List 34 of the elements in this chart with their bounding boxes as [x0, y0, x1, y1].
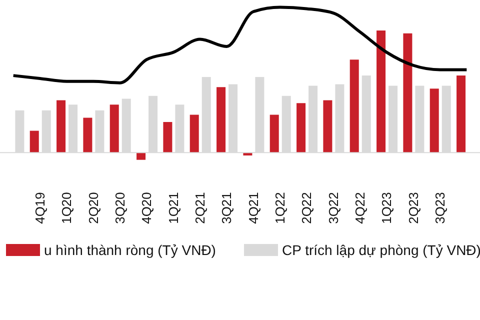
x-tick-label: 3Q22: [326, 192, 341, 224]
x-tick-label: 1Q20: [59, 192, 74, 224]
x-tick-label: 4Q19: [32, 192, 48, 224]
bar: [403, 33, 412, 153]
bar: [216, 87, 226, 153]
bar: [163, 122, 172, 153]
x-tick-label: 2Q21: [192, 192, 208, 224]
x-tick-label: 3Q20: [112, 192, 128, 224]
bar: [430, 88, 439, 153]
x-tick-label: 2Q23: [406, 192, 421, 224]
x-tick-label: 1Q22: [272, 192, 288, 224]
bar: [376, 30, 386, 153]
bar: [56, 100, 66, 153]
bar: [110, 104, 119, 153]
x-tick-label: 4Q22: [352, 192, 368, 224]
x-tick-label: 3Q23: [432, 192, 448, 224]
x-tick-label: 4Q21: [246, 192, 261, 224]
bar: [296, 103, 306, 153]
x-tick-label: 4Q20: [139, 192, 154, 224]
legend-label: u hình thành ròng (Tỷ VNĐ): [44, 242, 216, 258]
bar: [83, 118, 92, 153]
bar: [190, 114, 199, 153]
bar: [456, 76, 466, 153]
bar: [136, 152, 146, 160]
bar: [30, 130, 39, 153]
x-tick-label: 1Q23: [379, 192, 394, 224]
x-tick-label: 1Q21: [166, 192, 181, 224]
legend-label: CP trích lập dự phòng (Tỷ VNĐ): [282, 242, 480, 258]
bar: [270, 114, 279, 153]
x-tick-label: 2Q22: [299, 192, 314, 224]
x-tick-label: 2Q20: [86, 192, 101, 224]
x-tick-label: 3Q21: [219, 192, 234, 224]
bar: [323, 100, 332, 153]
bar: [350, 60, 359, 153]
